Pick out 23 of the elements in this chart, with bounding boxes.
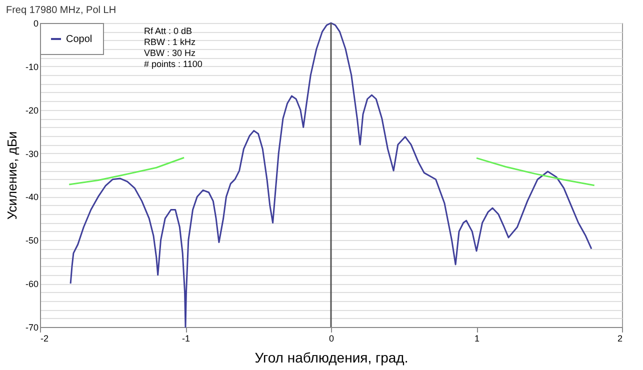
annotation: Rf Att : 0 dB (144, 26, 192, 36)
x-axis-title: Угол наблюдения, град. (254, 350, 408, 366)
y-tick-label: -30 (25, 148, 38, 159)
line-series (68, 156, 185, 186)
y-axis-title: Усиление, дБи (4, 131, 20, 220)
y-tick-label: -70 (25, 322, 38, 332)
annotation: RBW : 1 kHz (144, 37, 196, 47)
x-tick-label: -2 (40, 334, 49, 344)
y-tick-label: 0 (33, 18, 38, 28)
y-tick-label: -50 (25, 236, 38, 246)
chart-title: Freq 17980 MHz, Pol LH (6, 5, 116, 16)
y-tick-label: -60 (25, 279, 38, 290)
x-tick-label: 2 (617, 334, 622, 344)
y-tick-label: -10 (25, 62, 38, 72)
y-tick-label: -20 (25, 105, 38, 116)
x-tick-label: -1 (182, 334, 190, 344)
y-tick-label: -40 (25, 192, 38, 202)
annotation: VBW : 30 Hz (144, 48, 196, 58)
x-tick-label: 0 (328, 334, 334, 344)
line-series (476, 157, 596, 186)
legend-label: Copol (66, 34, 92, 45)
x-tick-label: 1 (474, 334, 480, 344)
annotation: # points : 1100 (144, 59, 202, 69)
